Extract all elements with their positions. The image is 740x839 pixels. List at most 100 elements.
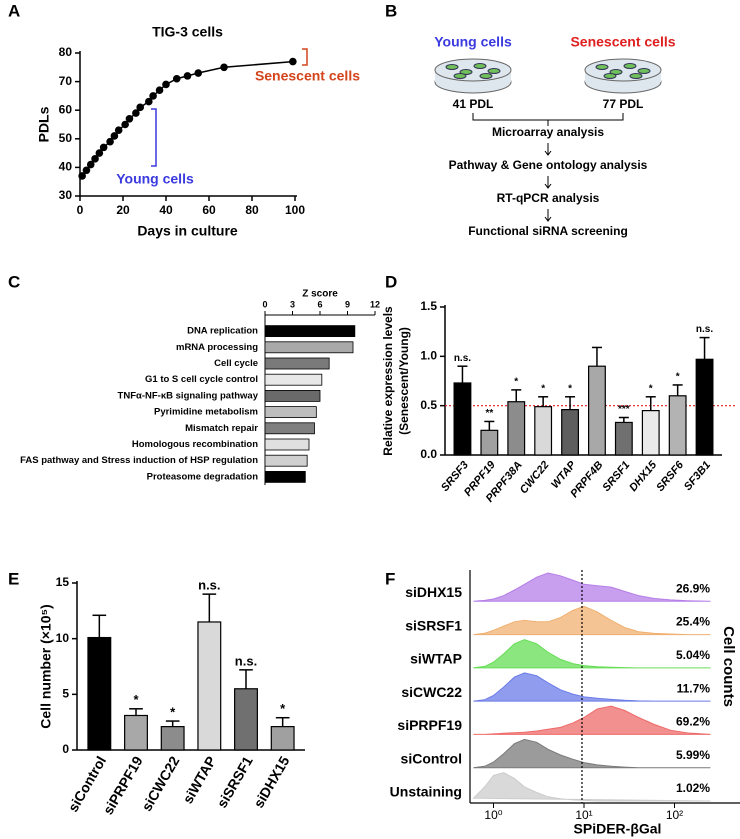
bar [234, 688, 258, 751]
y-tick-label: 1.0 [420, 349, 437, 363]
bar [160, 726, 185, 751]
significance: n.s. [696, 324, 713, 335]
y-tick-label: 5 [62, 687, 69, 701]
senescent-title: Senescent cells [570, 34, 675, 50]
bracket [472, 113, 624, 126]
panel-label: A [8, 1, 20, 20]
histogram [472, 772, 711, 802]
y-tick-label: 15 [56, 575, 70, 589]
category-label: Homologous recombination [132, 439, 258, 450]
row-label: siSRSF1 [405, 617, 462, 633]
bar [453, 382, 472, 456]
category-label: Proteasome degradation [147, 471, 259, 482]
point [172, 74, 181, 83]
panel-label: D [385, 272, 397, 291]
bar [264, 406, 317, 419]
row-label: siPRPF19 [397, 717, 462, 733]
bar [87, 636, 112, 751]
x-tick-label: 10⁰ [484, 808, 502, 822]
point [91, 155, 99, 163]
point [220, 63, 228, 72]
point [82, 166, 91, 175]
x-axis-label: Z score [302, 289, 338, 300]
category-label: Pyrimidine metabolism [154, 407, 258, 418]
point [194, 69, 203, 77]
bar [264, 373, 323, 386]
young-title: Young cells [434, 34, 512, 50]
y-tick-label: 0.5 [420, 398, 437, 412]
x-tick-label: 10² [666, 808, 683, 822]
bar [264, 325, 356, 338]
bar [264, 341, 354, 354]
category-label: DNA replication [187, 326, 258, 337]
point [132, 109, 140, 117]
point [162, 80, 170, 89]
histogram [473, 605, 711, 636]
y-tick-label: 30 [59, 188, 73, 202]
x-tick-label: 6 [317, 299, 322, 309]
significance: ** [485, 408, 493, 419]
bar [264, 438, 310, 451]
chart-title: TIG-3 cells [152, 24, 223, 40]
point [114, 126, 123, 135]
gate-percent: 25.4% [676, 615, 710, 629]
x-tick-label: 12 [370, 299, 380, 309]
x-tick-label: 80 [245, 203, 259, 217]
gate-percent: 5.99% [676, 748, 710, 762]
panel-label: C [8, 272, 20, 291]
y-tick-label: 10 [56, 631, 70, 645]
diagram: A B C D E F Young cells Senescent cells … [8, 1, 676, 588]
significance: * [676, 372, 680, 383]
point [183, 72, 192, 80]
y-axis-label: PDLs [36, 106, 52, 142]
y-tick-label: 40 [59, 160, 73, 174]
gate-percent: 26.9% [676, 581, 710, 595]
x-axis-label: SPiDER-βGal [574, 821, 662, 837]
histogram [473, 738, 711, 769]
bar [264, 454, 308, 467]
significance: * [568, 383, 572, 394]
histogram [473, 639, 711, 669]
arrow [544, 143, 552, 222]
y-tick-label: 80 [59, 45, 73, 59]
bar [197, 621, 222, 751]
histogram [473, 672, 711, 702]
x-tick-label: 10¹ [575, 808, 592, 822]
bar [561, 409, 579, 456]
bar [641, 410, 660, 456]
bar [614, 421, 633, 456]
point [149, 92, 157, 100]
point [78, 172, 86, 180]
bar [534, 406, 553, 456]
x-tick-label: 40 [159, 203, 173, 217]
x-tick-label: 3 [290, 299, 295, 309]
category-label: G1 to S cell cycle control [145, 374, 258, 385]
bar [264, 389, 321, 402]
x-tick-label: CWC22 [518, 459, 552, 496]
x-tick-label: siWTAP [179, 753, 219, 806]
point [121, 120, 129, 129]
y-axis-label: Relative expression levels [381, 306, 395, 456]
bar [270, 726, 295, 751]
y-tick-label: 0.0 [420, 447, 437, 461]
y-tick-label: 50 [59, 131, 73, 145]
x-tick-label: 9 [345, 299, 350, 309]
x-tick-label: 20 [116, 203, 130, 217]
gate-percent: 5.04% [676, 648, 710, 662]
histogram [473, 705, 711, 735]
gate-percent: 69.2% [676, 715, 710, 729]
step: Functional siRNA screening [468, 224, 628, 238]
x-tick-label: siDHX15 [250, 753, 292, 810]
x-tick-label: 60 [202, 203, 216, 217]
point [125, 114, 134, 123]
point [99, 143, 108, 152]
row-label: Unstaining [390, 784, 462, 800]
bar [695, 358, 714, 456]
category-label: FAS pathway and Stress induction of HSP … [20, 455, 258, 466]
y-tick-label: 1.5 [420, 299, 437, 313]
annotation: Young cells [116, 171, 194, 187]
bar [264, 470, 306, 483]
step: RT-qPCR analysis [497, 191, 600, 205]
bar [588, 365, 606, 456]
significance: n.s. [235, 653, 257, 668]
